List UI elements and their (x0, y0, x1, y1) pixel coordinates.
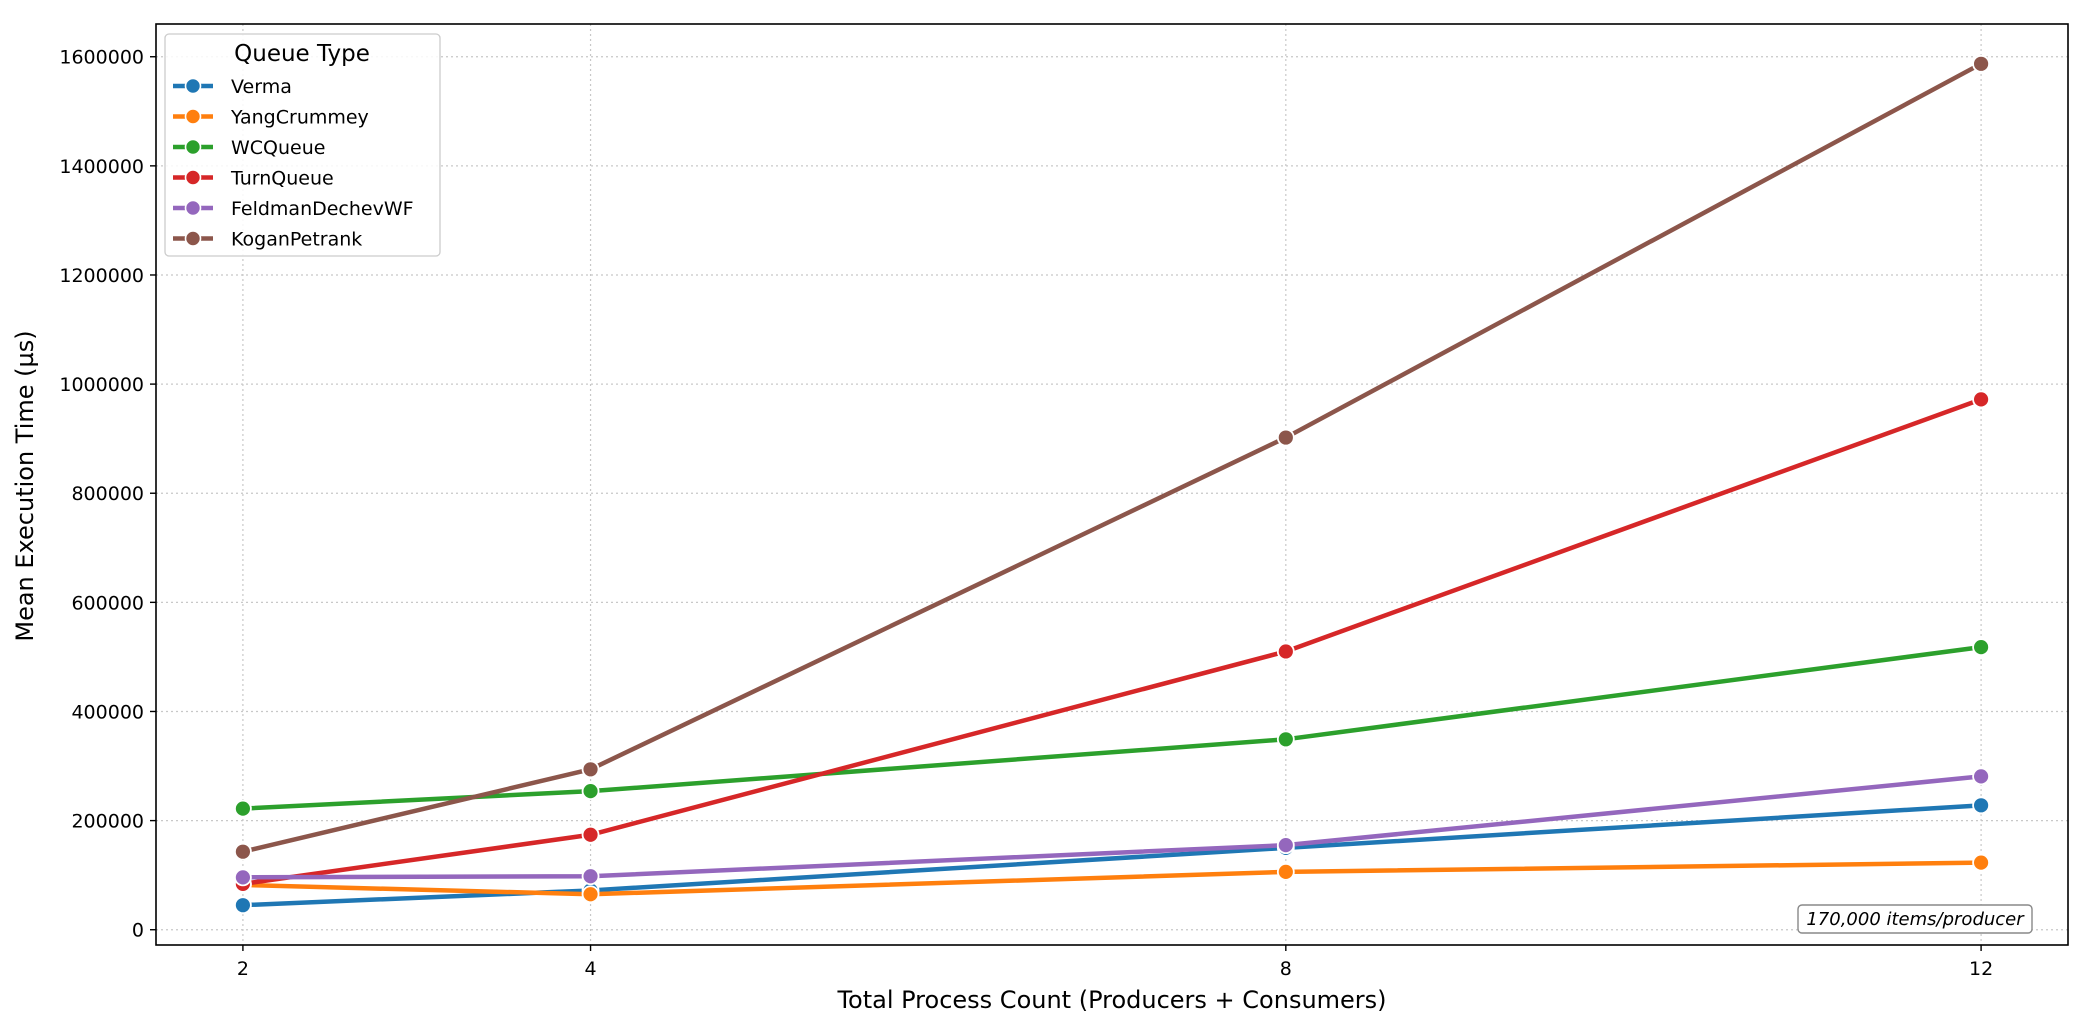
plot-frame (155, 23, 2069, 946)
grid-lines (156, 24, 2068, 945)
data-point (1972, 54, 1990, 73)
data-point (234, 842, 252, 861)
legend-swatch-marker (184, 199, 202, 217)
legend-swatch-marker (184, 77, 202, 95)
legend: Queue Type Verma YangCrummey WCQueue TurnQu… (164, 33, 441, 257)
data-point (1972, 390, 1990, 409)
series-lines (240, 61, 1984, 908)
data-point (234, 868, 252, 887)
y-tick-label: 1000000 (59, 374, 144, 396)
x-tick-label: 8 (1280, 958, 1292, 980)
series-line (240, 61, 1984, 854)
legend-swatch-marker (184, 138, 202, 156)
data-point (1972, 767, 1990, 786)
data-point (581, 885, 600, 904)
data-point (1276, 428, 1295, 447)
legend-label: KoganPetrank (231, 229, 362, 251)
legend-label: WCQueue (231, 137, 325, 159)
series-line (240, 803, 1984, 908)
y-tick-label: 200000 (71, 811, 144, 833)
series-line (240, 860, 1984, 897)
data-point (581, 867, 600, 886)
data-point (1972, 853, 1990, 872)
data-point (1276, 862, 1295, 881)
legend-frame (164, 33, 441, 257)
axes: 0 200000 400000 600000 800000 1000000 1200000 1… (59, 47, 1993, 980)
x-tick-label: 12 (1969, 958, 1993, 980)
data-point (1972, 638, 1990, 656)
data-point (234, 799, 252, 818)
data-point (581, 825, 600, 844)
series-markers (234, 54, 1990, 915)
y-tick-label: 600000 (71, 592, 144, 614)
data-point (1972, 796, 1990, 815)
data-point (581, 782, 600, 801)
x-tick-label: 4 (584, 958, 596, 980)
y-tick-label: 1600000 (59, 47, 144, 69)
y-tick-label: 800000 (71, 483, 144, 505)
y-tick-label: 1200000 (59, 265, 144, 287)
legend-label: Verma (231, 76, 292, 98)
legend-entries: Verma YangCrummey WCQueue TurnQueue FeldmanD… (173, 76, 414, 251)
legend-label: YangCrummey (230, 107, 369, 129)
y-axis-title: Mean Execution Time (µs) (11, 330, 39, 641)
data-point (1276, 642, 1295, 661)
series-line (240, 397, 1984, 887)
series-line (240, 644, 1984, 811)
data-point (1276, 836, 1295, 855)
legend-swatch-marker (184, 108, 202, 125)
legend-label: FeldmanDechevWF (231, 198, 414, 220)
legend-title: Queue Type (234, 41, 370, 67)
data-point (234, 896, 252, 915)
annotation-box: 170,000 items/producer (1797, 904, 2033, 934)
x-axis-title: Total Process Count (Producers + Consume… (836, 986, 1386, 1014)
legend-swatch-marker (184, 169, 202, 186)
data-point (581, 760, 600, 779)
y-tick-label: 1400000 (59, 156, 144, 178)
annotation-frame (1797, 904, 2033, 934)
y-tick-label: 400000 (71, 701, 144, 723)
data-point (1276, 730, 1295, 749)
y-tick-label: 0 (132, 920, 144, 942)
legend-label: TurnQueue (230, 168, 334, 190)
series-line (240, 774, 1984, 880)
x-tick-label: 2 (237, 958, 249, 980)
legend-swatch-marker (184, 230, 202, 247)
annotation-text: 170,000 items/producer (1806, 909, 2025, 930)
